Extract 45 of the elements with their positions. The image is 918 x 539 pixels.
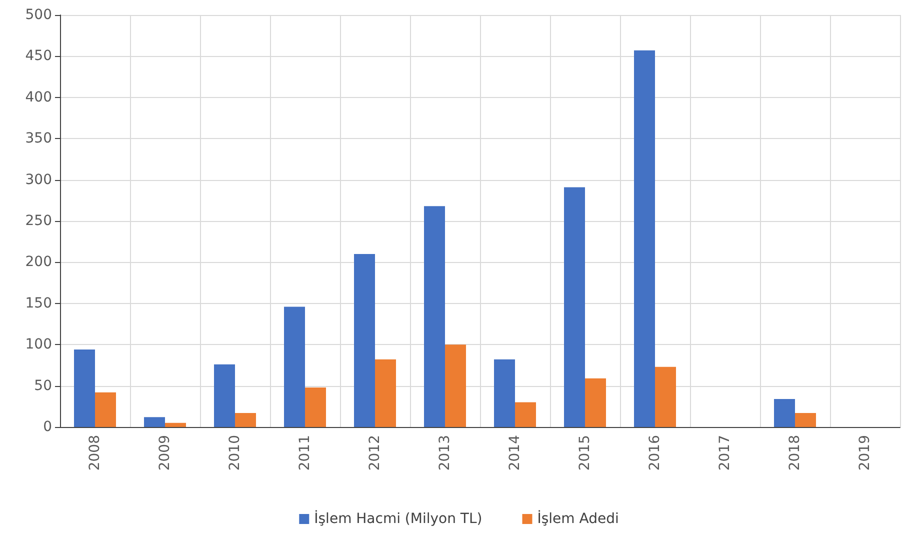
x-tick-label: 2012 xyxy=(367,435,383,471)
y-tick-label: 350 xyxy=(25,130,52,147)
y-tick-label: 150 xyxy=(25,295,52,312)
y-tick-label: 450 xyxy=(25,48,52,64)
bar xyxy=(95,392,116,427)
bar xyxy=(585,378,606,427)
x-tick-label: 2019 xyxy=(857,435,873,471)
bar xyxy=(284,306,305,427)
y-tick-label: 500 xyxy=(25,7,52,23)
y-tick-label: 250 xyxy=(25,213,52,229)
y-tick-label: 400 xyxy=(25,89,52,106)
bar xyxy=(795,412,816,427)
bar xyxy=(774,398,795,427)
x-tick-label: 2018 xyxy=(787,435,803,471)
y-tick-label: 100 xyxy=(25,336,52,353)
y-tick-label: 200 xyxy=(25,254,52,270)
bar xyxy=(515,402,536,427)
x-tick-label: 2016 xyxy=(647,434,663,471)
bar xyxy=(655,366,676,427)
bar xyxy=(375,359,396,427)
bar xyxy=(494,359,515,427)
bar xyxy=(235,412,256,427)
legend-label: İşlem Hacmi (Milyon TL) xyxy=(314,510,482,527)
bar xyxy=(214,364,235,427)
legend-label: İşlem Adedi xyxy=(537,510,619,527)
y-tick-label: 300 xyxy=(25,172,52,188)
bar xyxy=(424,206,445,427)
x-tick-label: 2017 xyxy=(717,435,733,471)
x-tick-label: 2009 xyxy=(157,435,173,471)
bar xyxy=(354,254,375,427)
x-tick-label: 2014 xyxy=(507,434,523,471)
bar xyxy=(144,417,165,427)
bar xyxy=(564,187,585,427)
x-tick-label: 2011 xyxy=(297,435,313,471)
bar xyxy=(445,344,466,427)
bar xyxy=(165,422,186,427)
x-tick-label: 2015 xyxy=(577,435,593,471)
y-tick-label: 0 xyxy=(43,419,52,435)
bar xyxy=(305,387,326,427)
x-tick-label: 2013 xyxy=(437,435,453,471)
bar xyxy=(634,50,655,427)
bar xyxy=(74,350,95,427)
y-tick-label: 50 xyxy=(34,378,52,394)
x-tick-label: 2010 xyxy=(227,435,243,471)
x-tick-label: 2008 xyxy=(87,435,103,471)
